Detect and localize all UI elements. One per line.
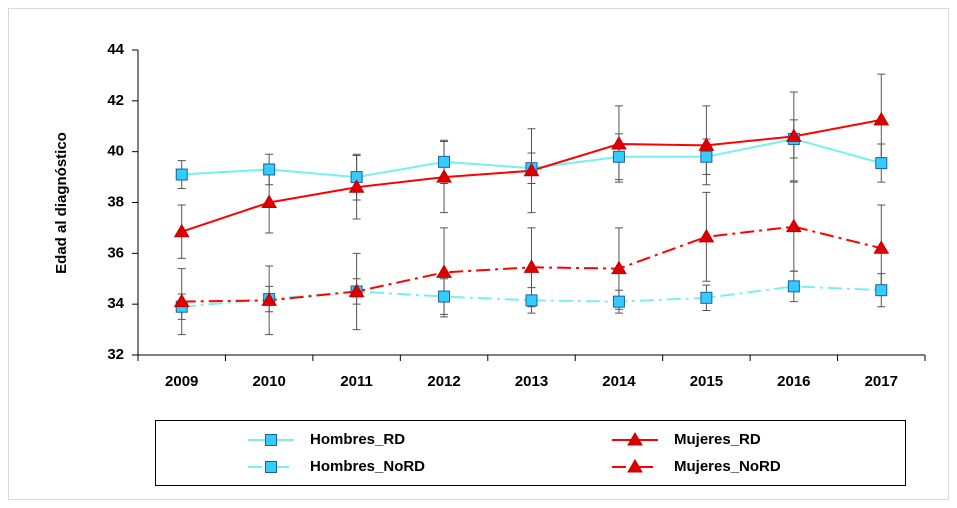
x-tick-label: 2010 [252, 373, 285, 390]
y-tick-label: 32 [107, 346, 124, 363]
data-point [611, 260, 627, 275]
y-tick-label: 42 [107, 92, 124, 109]
legend-box [155, 420, 906, 486]
x-tick-label: 2013 [515, 373, 548, 390]
x-tick-label: 2009 [165, 373, 198, 390]
data-point [438, 290, 451, 303]
data-point [523, 162, 540, 177]
x-tick-label: 2012 [427, 373, 460, 390]
legend-marker [265, 434, 277, 446]
data-point [787, 280, 800, 293]
y-tick-label: 40 [107, 143, 124, 160]
data-point [698, 228, 715, 243]
data-point [612, 295, 625, 308]
data-point [612, 150, 625, 163]
data-point [261, 194, 278, 208]
chart-frame [8, 8, 949, 500]
data-point [348, 283, 365, 297]
data-point [785, 128, 802, 142]
data-point [873, 240, 890, 254]
y-tick-label: 36 [107, 244, 124, 261]
data-point [348, 179, 365, 193]
data-point [438, 155, 451, 168]
x-tick-label: 2017 [865, 373, 898, 390]
data-point [436, 264, 452, 278]
data-point [785, 218, 802, 233]
data-point [700, 291, 713, 304]
legend-marker [265, 461, 277, 473]
x-tick-label: 2016 [777, 373, 810, 390]
y-axis-title: Edad al diagnóstico [53, 132, 70, 274]
x-tick-label: 2014 [602, 373, 636, 390]
legend-marker [627, 432, 643, 446]
y-tick-label: 44 [107, 41, 124, 58]
data-point [263, 163, 276, 176]
data-point [873, 111, 890, 126]
legend-label: Hombres_RD [310, 431, 405, 448]
x-tick-label: 2015 [690, 373, 723, 390]
x-tick-label: 2011 [340, 373, 373, 390]
data-point [875, 284, 888, 297]
data-point [173, 223, 190, 238]
y-tick-label: 34 [107, 295, 124, 312]
data-point [436, 169, 452, 183]
data-point [175, 168, 188, 181]
data-point [875, 157, 888, 170]
data-point [261, 292, 278, 306]
data-point [525, 294, 538, 307]
y-tick-label: 38 [107, 193, 124, 210]
data-point [611, 136, 627, 150]
legend-marker [627, 459, 643, 473]
legend-label: Mujeres_RD [674, 431, 761, 448]
legend-label: Mujeres_NoRD [674, 458, 781, 475]
data-point [698, 137, 715, 151]
data-point [700, 150, 713, 163]
data-point [523, 259, 540, 273]
data-point [173, 293, 190, 308]
legend-label: Hombres_NoRD [310, 458, 425, 475]
